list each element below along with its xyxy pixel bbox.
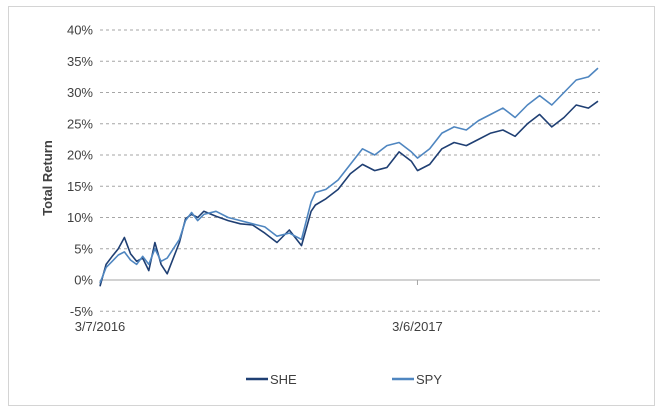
y-axis-label: Total Return xyxy=(40,140,55,216)
y-tick-label: 25% xyxy=(67,116,93,131)
y-tick-label: 30% xyxy=(67,85,93,100)
series-lines xyxy=(99,67,599,287)
y-tick-label: 35% xyxy=(67,54,93,69)
x-axis: 3/7/2016 3/6/2017 xyxy=(75,279,600,334)
y-tick-label: 15% xyxy=(67,179,93,194)
y-tick-labels: -5% 0% 5% 10% 15% 20% 25% 30% 35% 40% xyxy=(67,23,93,319)
legend-label-spy: SPY xyxy=(416,372,442,387)
gridlines xyxy=(100,29,600,312)
y-tick-label: 20% xyxy=(67,148,93,163)
legend: SHE SPY xyxy=(246,372,442,387)
x-tick-label: 3/6/2017 xyxy=(392,319,443,334)
chart-frame xyxy=(8,6,655,406)
y-tick-label: 5% xyxy=(74,241,93,256)
x-tick-label: 3/7/2016 xyxy=(75,319,126,334)
y-tick-label: -5% xyxy=(70,304,94,319)
y-tick-label: 0% xyxy=(74,273,93,288)
y-tick-label: 10% xyxy=(67,210,93,225)
y-tick-label: 40% xyxy=(67,23,93,38)
series-line-she xyxy=(99,100,599,287)
legend-label-she: SHE xyxy=(270,372,297,387)
series-line-spy xyxy=(99,67,599,284)
